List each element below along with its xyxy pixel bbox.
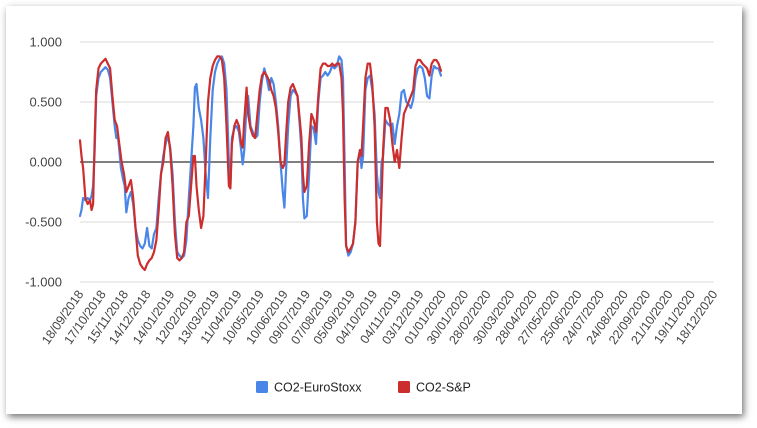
line-chart: 1.000 0.500 0.000 -0.500 -1.000 18/09/201817… bbox=[25, 35, 720, 395]
x-axis-ticks: 18/09/201817/10/201815/11/201814/12/2018… bbox=[39, 288, 720, 347]
legend-label: CO2-EuroStoxx bbox=[274, 381, 362, 395]
y-tick-label: 1.000 bbox=[29, 35, 62, 50]
series-line-1 bbox=[78, 55, 443, 272]
legend-label: CO2-S&P bbox=[416, 381, 471, 395]
y-tick-label: -0.500 bbox=[25, 215, 62, 230]
legend-swatch bbox=[256, 381, 268, 393]
y-tick-label: 0.000 bbox=[29, 155, 62, 170]
y-axis-ticks: 1.000 0.500 0.000 -0.500 -1.000 bbox=[25, 35, 62, 290]
y-tick-label: -1.000 bbox=[25, 275, 62, 290]
series-lines bbox=[78, 55, 443, 272]
chart-card: 1.000 0.500 0.000 -0.500 -1.000 18/09/2018 17… bbox=[6, 6, 742, 414]
legend: CO2-EuroStoxx CO2-S&P bbox=[256, 381, 471, 395]
legend-swatch bbox=[398, 381, 410, 393]
y-tick-label: 0.500 bbox=[29, 95, 62, 110]
